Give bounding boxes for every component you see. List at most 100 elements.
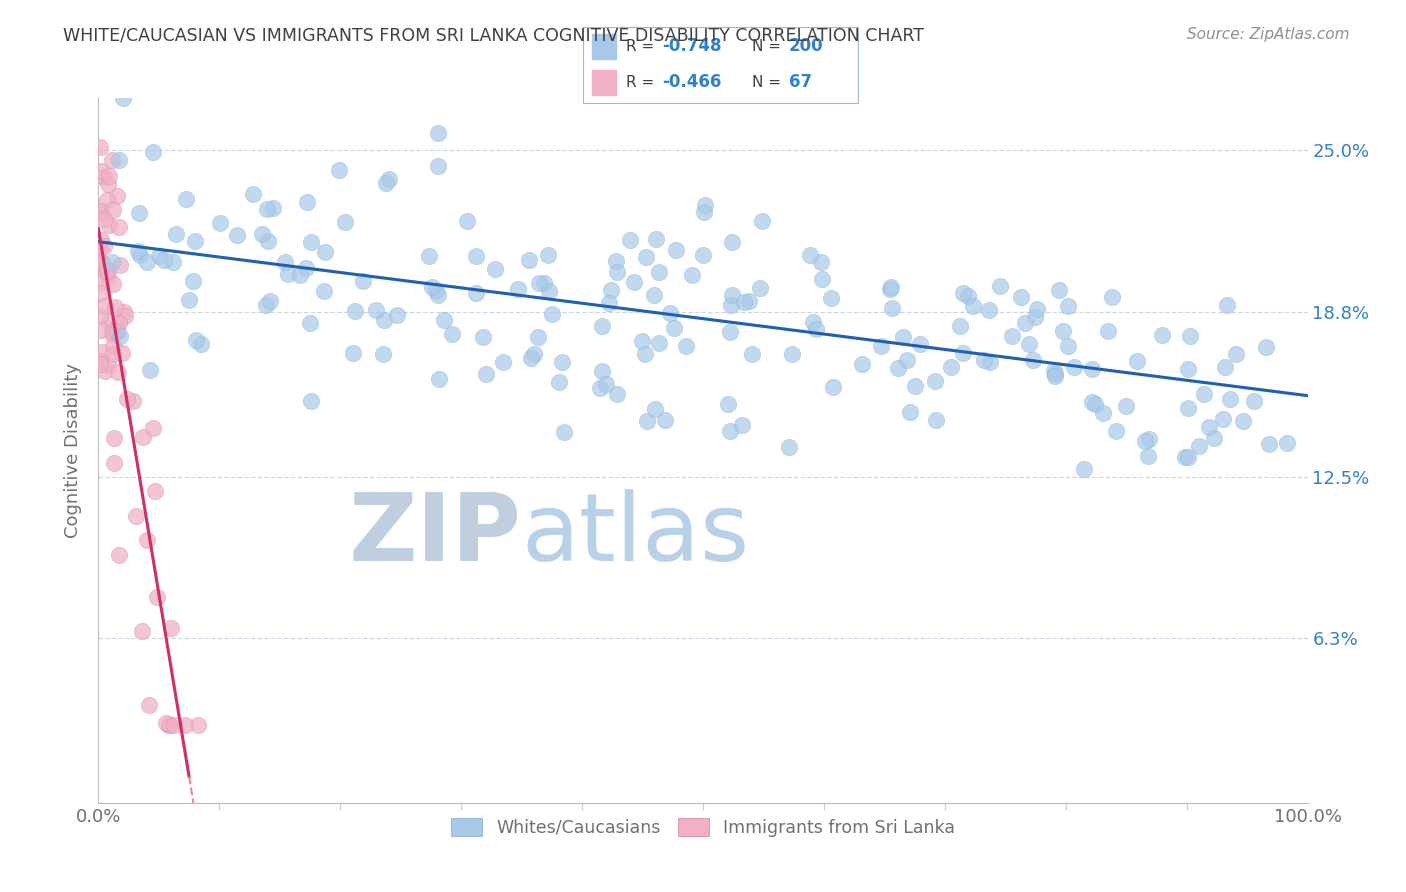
- Point: [174, 192, 197, 206]
- Text: WHITE/CAUCASIAN VS IMMIGRANTS FROM SRI LANKA COGNITIVE DISABILITY CORRELATION CH: WHITE/CAUCASIAN VS IMMIGRANTS FROM SRI L…: [63, 27, 924, 45]
- Point: [851, 358, 873, 372]
- Point: [956, 289, 979, 303]
- Point: [333, 215, 356, 229]
- Point: [148, 248, 170, 262]
- Point: [1232, 414, 1254, 428]
- Point: [471, 330, 494, 344]
- Point: [1178, 329, 1201, 343]
- Point: [160, 621, 183, 635]
- Bar: [592, 34, 616, 60]
- Point: [1084, 396, 1107, 410]
- Point: [93, 257, 115, 271]
- Point: [96, 193, 118, 207]
- Point: [426, 127, 449, 141]
- Point: [904, 378, 927, 392]
- Point: [718, 424, 741, 438]
- Point: [721, 288, 744, 302]
- Point: [1177, 401, 1199, 415]
- Point: [717, 397, 740, 411]
- Point: [695, 198, 717, 212]
- Point: [979, 355, 1001, 369]
- Point: [107, 365, 129, 379]
- Point: [527, 330, 550, 344]
- Point: [517, 252, 540, 267]
- Point: [896, 352, 918, 367]
- Point: [157, 717, 180, 731]
- Point: [101, 324, 124, 338]
- Point: [101, 203, 124, 218]
- Point: [879, 281, 901, 295]
- Point: [664, 321, 686, 335]
- Point: [101, 153, 124, 168]
- Point: [1073, 461, 1095, 475]
- Point: [977, 302, 1000, 317]
- Point: [181, 274, 204, 288]
- Point: [89, 357, 111, 371]
- Point: [749, 281, 772, 295]
- Point: [654, 413, 676, 427]
- Point: [256, 202, 278, 217]
- Point: [427, 372, 450, 386]
- Point: [94, 299, 117, 313]
- Point: [1202, 431, 1225, 445]
- Point: [184, 234, 207, 248]
- Point: [97, 270, 120, 285]
- Point: [1052, 324, 1074, 338]
- Point: [129, 247, 152, 261]
- Point: [1150, 327, 1173, 342]
- Point: [925, 413, 948, 427]
- Point: [142, 145, 165, 160]
- Point: [1174, 450, 1197, 464]
- Point: [598, 296, 620, 310]
- Point: [465, 249, 488, 263]
- Point: [252, 227, 274, 241]
- Point: [806, 322, 828, 336]
- Point: [636, 250, 658, 264]
- Legend: Whites/Caucasians, Immigrants from Sri Lanka: Whites/Caucasians, Immigrants from Sri L…: [444, 811, 962, 844]
- Point: [1081, 362, 1104, 376]
- Point: [131, 624, 153, 638]
- Point: [107, 316, 129, 330]
- Point: [112, 305, 135, 319]
- Point: [107, 548, 129, 562]
- Text: 200: 200: [789, 37, 824, 55]
- Point: [1188, 439, 1211, 453]
- Point: [90, 255, 112, 269]
- Point: [908, 337, 931, 351]
- Point: [595, 376, 617, 391]
- Point: [591, 364, 613, 378]
- Point: [125, 508, 148, 523]
- Text: ZIP: ZIP: [349, 489, 522, 581]
- Point: [465, 285, 488, 300]
- Point: [89, 286, 111, 301]
- Point: [298, 316, 321, 330]
- Point: [1137, 449, 1160, 463]
- Point: [1213, 360, 1236, 375]
- Point: [89, 242, 111, 256]
- Point: [731, 418, 754, 433]
- Point: [97, 177, 120, 191]
- Point: [778, 441, 800, 455]
- Point: [538, 284, 561, 298]
- Point: [1219, 392, 1241, 406]
- Point: [880, 301, 903, 315]
- Point: [898, 405, 921, 419]
- Point: [870, 339, 893, 353]
- Point: [108, 220, 131, 235]
- Point: [165, 227, 187, 241]
- Point: [1026, 302, 1049, 317]
- Point: [949, 319, 972, 334]
- Point: [630, 334, 652, 348]
- Point: [1243, 394, 1265, 409]
- Point: [644, 402, 666, 417]
- Point: [1043, 364, 1066, 378]
- Point: [533, 276, 555, 290]
- Point: [553, 425, 575, 440]
- Point: [606, 265, 628, 279]
- Point: [110, 328, 132, 343]
- Point: [952, 286, 974, 301]
- Point: [364, 302, 387, 317]
- Point: [131, 430, 153, 444]
- Point: [96, 263, 118, 277]
- Point: [433, 313, 456, 327]
